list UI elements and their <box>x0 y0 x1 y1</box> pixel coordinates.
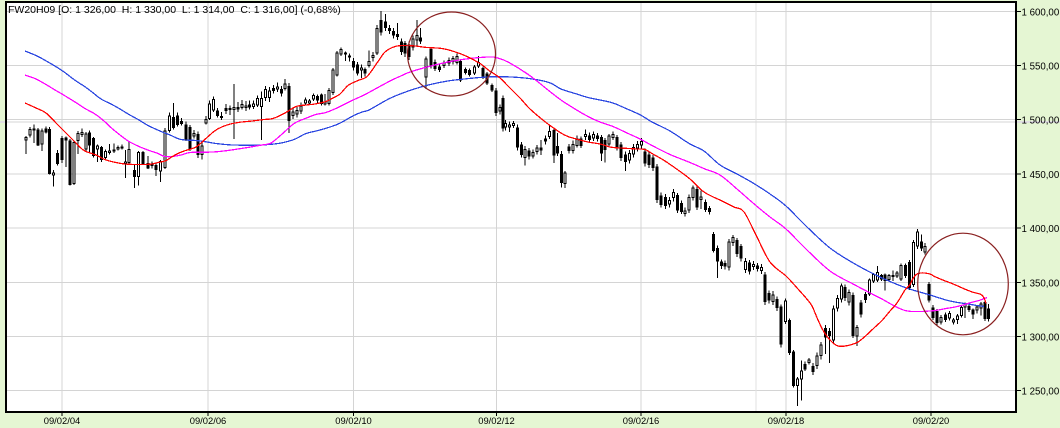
svg-text:09/02/18: 09/02/18 <box>768 415 805 426</box>
svg-text:09/02/04: 09/02/04 <box>44 415 81 426</box>
svg-text:1 300,00: 1 300,00 <box>1022 333 1060 344</box>
svg-text:1 450,00: 1 450,00 <box>1022 170 1060 181</box>
svg-text:1 550,00: 1 550,00 <box>1022 62 1060 73</box>
svg-text:1 400,00: 1 400,00 <box>1022 224 1060 235</box>
svg-text:09/02/10: 09/02/10 <box>335 415 372 426</box>
svg-text:1 350,00: 1 350,00 <box>1022 278 1060 289</box>
svg-text:09/02/20: 09/02/20 <box>913 415 950 426</box>
svg-text:09/02/06: 09/02/06 <box>190 415 227 426</box>
svg-text:FW20H09 [O: 1 326,00 H: 1 330: FW20H09 [O: 1 326,00 H: 1 330,00 L: 1 31… <box>8 4 341 16</box>
svg-text:1 500,00: 1 500,00 <box>1022 116 1060 127</box>
svg-text:09/02/16: 09/02/16 <box>623 415 660 426</box>
svg-text:1 250,00: 1 250,00 <box>1022 387 1060 398</box>
svg-text:1 600,00: 1 600,00 <box>1022 7 1060 18</box>
svg-text:09/02/12: 09/02/12 <box>478 415 515 426</box>
